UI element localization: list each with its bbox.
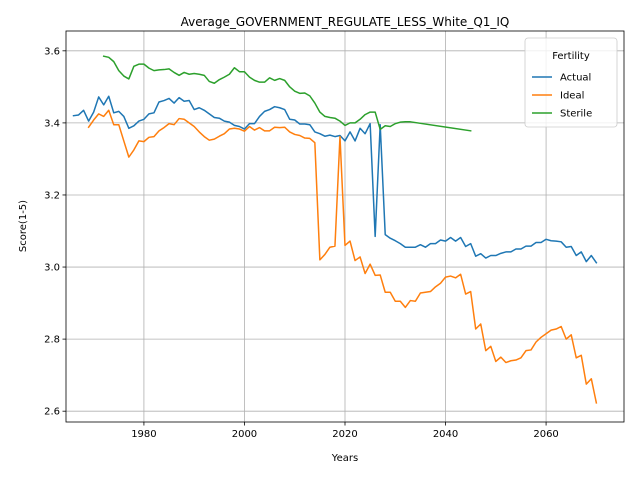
y-tick-label: 3.6 [44, 46, 60, 57]
y-tick-label: 3.2 [44, 190, 60, 201]
x-axis-label: Years [331, 453, 358, 464]
y-tick-label: 2.6 [44, 407, 60, 418]
x-tick-label: 2000 [232, 429, 257, 440]
series-line-sterile [102, 55, 472, 132]
x-tick-label: 1980 [131, 429, 156, 440]
series-line-actual [72, 95, 598, 264]
legend-title: Fertility [552, 51, 590, 62]
y-tick-label: 3.0 [44, 263, 60, 274]
y-axis-label: Score(1-5) [18, 200, 29, 252]
legend-label-sterile: Sterile [560, 109, 592, 120]
x-tick-label: 2040 [433, 429, 458, 440]
y-tick-label: 2.8 [44, 335, 60, 346]
series-line-ideal [87, 109, 598, 404]
x-tick-label: 2060 [533, 429, 558, 440]
series-layer [72, 55, 598, 404]
legend-box [524, 37, 618, 128]
legend-label-ideal: Ideal [560, 91, 584, 102]
x-axis: 1980 2000 2020 2040 2060 [131, 422, 559, 440]
y-axis: 2.6 2.8 3.0 3.2 3.4 3.6 [44, 46, 66, 418]
y-tick-label: 3.4 [44, 118, 60, 129]
legend: Fertility Actual Ideal Sterile [524, 37, 618, 128]
x-tick-label: 2020 [332, 429, 357, 440]
legend-label-actual: Actual [560, 73, 591, 84]
chart-title: Average_GOVERNMENT_REGULATE_LESS_White_Q… [181, 15, 510, 29]
